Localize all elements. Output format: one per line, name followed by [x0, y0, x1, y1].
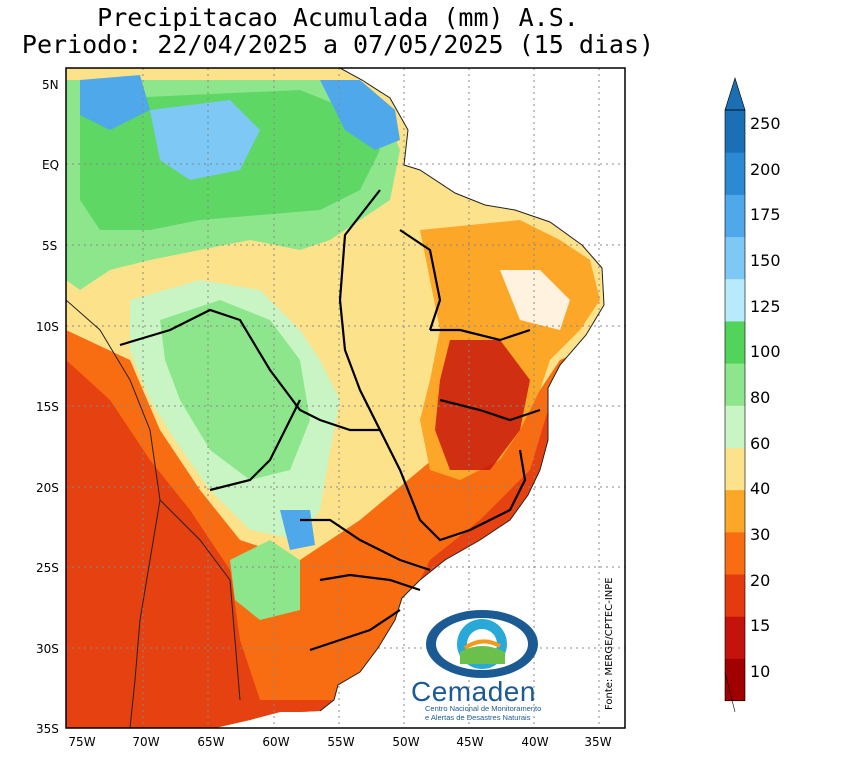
lat-label: 20S — [36, 481, 59, 495]
colorbar-label: 175 — [750, 205, 781, 224]
lon-label: 55W — [327, 735, 354, 749]
lat-label: 35S — [36, 722, 59, 736]
lon-label: 75W — [68, 735, 95, 749]
colorbar-label: 20 — [750, 571, 771, 590]
colorbar-segment — [725, 236, 745, 280]
colorbar-label: 60 — [750, 434, 771, 453]
colorbar-label: 30 — [750, 525, 771, 544]
colorbar-segment — [725, 110, 745, 153]
lon-label: 40W — [521, 735, 548, 749]
colorbar-label: 125 — [750, 297, 781, 316]
longitude-axis: 75W 70W 65W 60W 55W 50W 45W 40W 35W — [68, 735, 611, 749]
country-borders — [66, 68, 605, 728]
lon-label: 70W — [132, 735, 159, 749]
lat-label: EQ — [42, 158, 59, 172]
colorbar-label: 15 — [750, 616, 771, 635]
precipitation-field — [66, 68, 625, 728]
lon-label: 35W — [584, 735, 611, 749]
lon-label: 65W — [197, 735, 224, 749]
map-frame — [65, 67, 626, 729]
colorbar-segment — [725, 531, 745, 575]
colorbar-label: 250 — [750, 114, 781, 133]
colorbar-segment — [725, 616, 745, 659]
colorbar-segment — [725, 658, 745, 702]
colorbar-top-arrow — [724, 76, 746, 111]
colorbar-label: 150 — [750, 251, 781, 270]
colorbar-label: 80 — [750, 388, 771, 407]
lat-label: 25S — [36, 561, 59, 575]
colorbar-label: 100 — [750, 342, 781, 361]
cemaden-logo-icon — [426, 610, 538, 678]
colorbar-segment — [725, 152, 745, 195]
colorbar-label: 200 — [750, 160, 781, 179]
colorbar-segment — [725, 574, 745, 617]
colorbar — [724, 76, 746, 713]
logo-name: Cemaden — [411, 676, 536, 707]
colorbar-segment — [725, 447, 745, 491]
lat-label: 10S — [36, 320, 59, 334]
data-source-note: Fonte: MERGE/CPTEC-INPE — [604, 577, 615, 710]
lat-label: 5N — [42, 78, 59, 92]
state-borders — [119, 189, 541, 652]
colorbar-label: 40 — [750, 479, 771, 498]
colorbar-segment — [725, 363, 745, 406]
colorbar-segment — [725, 405, 745, 448]
map-title: Precipitacao Acumulada (mm) A.S. — [97, 3, 579, 32]
latitude-axis: 5N EQ 5S 10S 15S 20S 25S 30S 35S — [36, 78, 59, 736]
map-period-subtitle: Periodo: 22/04/2025 a 07/05/2025 (15 dia… — [21, 30, 655, 59]
logo-subtitle-2: e Alertas de Desastres Naturais — [425, 713, 531, 722]
colorbar-label: 10 — [750, 662, 771, 681]
colorbar-bottom-tick — [724, 671, 736, 713]
graticule — [66, 68, 625, 728]
lon-label: 50W — [392, 735, 419, 749]
lon-label: 60W — [262, 735, 289, 749]
colorbar-segment — [725, 489, 745, 533]
lat-label: 15S — [36, 400, 59, 414]
colorbar-segment — [725, 278, 745, 322]
colorbar-segment — [725, 320, 745, 364]
logo-subtitle-1: Centro Nacional de Monitoramento — [425, 704, 542, 713]
colorbar-outline — [724, 109, 746, 701]
lat-label: 5S — [42, 239, 57, 253]
colorbar-segment — [725, 194, 745, 238]
lon-label: 45W — [456, 735, 483, 749]
lat-label: 30S — [36, 642, 59, 656]
